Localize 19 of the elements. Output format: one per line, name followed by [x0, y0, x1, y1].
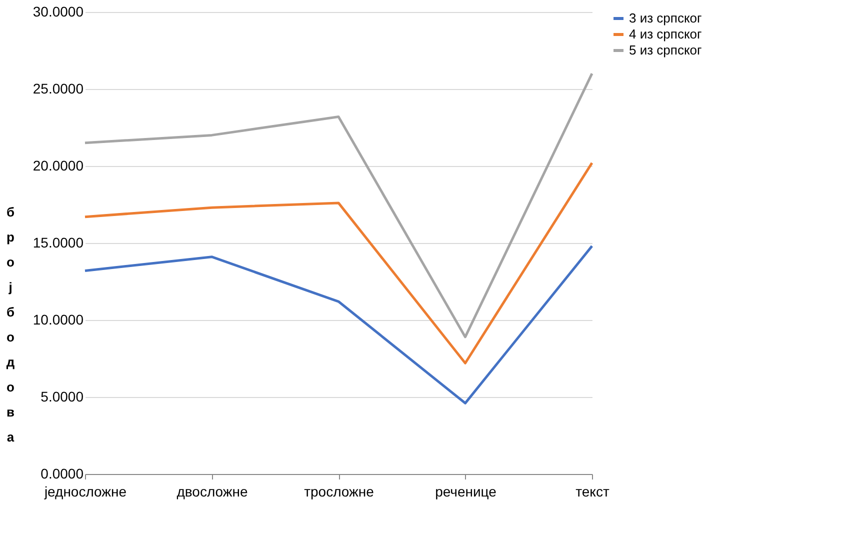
text: број бодова [6, 204, 15, 444]
legend-label: 4 из српског [629, 26, 702, 42]
line-series [84, 72, 594, 338]
y-tick-label: 30.0000 [32, 4, 84, 20]
y-tick-label: 5.0000 [40, 388, 84, 404]
x-tick-label: текст [576, 484, 610, 500]
legend-label: 5 из српског [629, 42, 702, 58]
x-tick-label: тросложне [304, 484, 374, 500]
y-tick-label: 25.0000 [32, 80, 84, 96]
x-tick-label: двосложне [176, 484, 248, 500]
y-tick-label: 0.0000 [40, 466, 84, 482]
y-tick-label: 20.0000 [32, 158, 84, 174]
y-tick-label: 15.0000 [32, 234, 84, 250]
x-tick-label: реченице [435, 484, 497, 500]
legend-label: 3 из српског [629, 10, 702, 26]
y-tick-label: 10.0000 [32, 312, 84, 328]
line-series [84, 244, 594, 404]
x-tick-label: једносложне [43, 484, 127, 500]
line-series [84, 162, 594, 364]
